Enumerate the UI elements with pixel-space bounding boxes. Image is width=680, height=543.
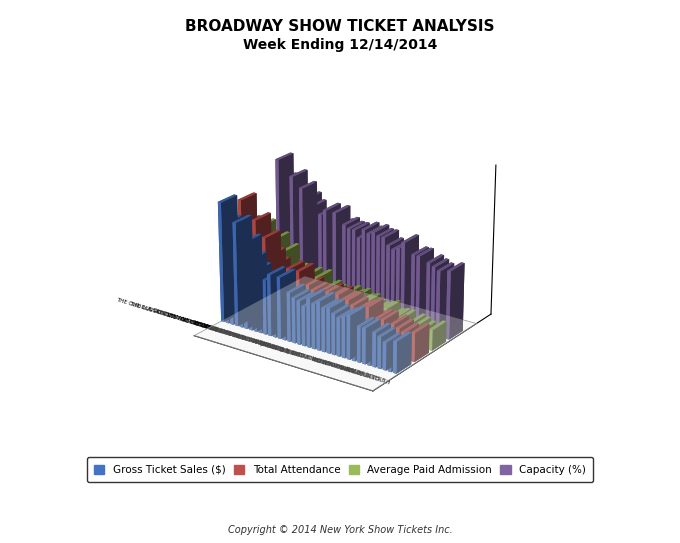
Text: BROADWAY SHOW TICKET ANALYSIS: BROADWAY SHOW TICKET ANALYSIS: [185, 19, 495, 34]
Legend: Gross Ticket Sales ($), Total Attendance, Average Paid Admission, Capacity (%): Gross Ticket Sales ($), Total Attendance…: [87, 457, 593, 482]
Text: Copyright © 2014 New York Show Tickets Inc.: Copyright © 2014 New York Show Tickets I…: [228, 525, 452, 535]
Text: Week Ending 12/14/2014: Week Ending 12/14/2014: [243, 38, 437, 52]
